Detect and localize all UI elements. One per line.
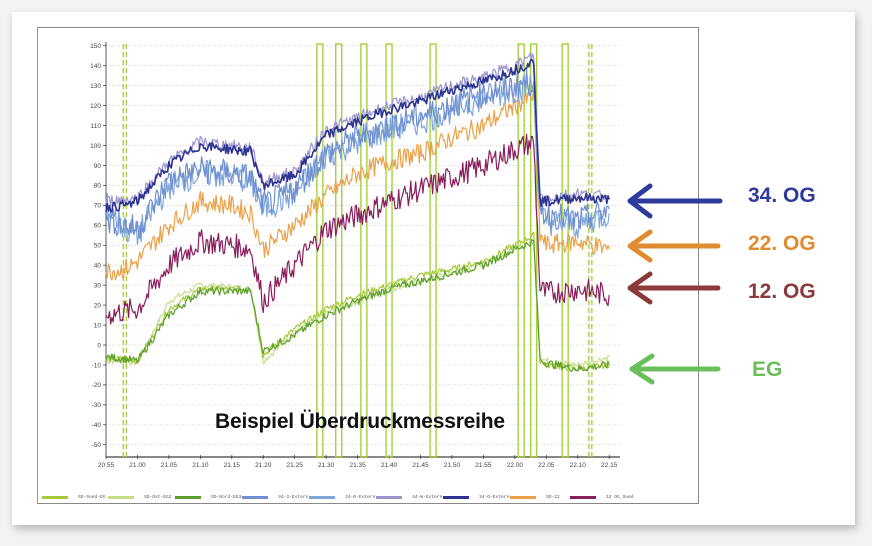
x-tick-label: 21.45: [412, 462, 429, 469]
legend-swatch: [175, 495, 201, 499]
series-line: [105, 239, 610, 372]
series-line: [105, 58, 610, 213]
floor-label-eg: EG: [752, 358, 783, 381]
legend-swatch: [510, 495, 536, 499]
x-tick-label: 22.05: [538, 462, 555, 469]
legend-label: SD-Nord-EG3: [211, 494, 242, 500]
x-tick-label: 21.50: [444, 462, 461, 469]
y-tick-label: 70: [94, 203, 102, 210]
y-tick-label: 30: [94, 282, 102, 289]
floor-label-12-og: 12. OG: [748, 280, 816, 303]
x-tick-label: 22.00: [507, 462, 524, 469]
x-tick-label: 21.15: [224, 462, 241, 469]
x-tick-label: 20.55: [98, 462, 115, 469]
series-line: [105, 69, 610, 240]
legend-label: 34-W-Extern: [412, 494, 443, 500]
y-tick-label: 20: [94, 302, 102, 309]
y-tick-label: 90: [94, 163, 102, 170]
event-pulse: [335, 43, 343, 458]
event-pulse: [360, 43, 368, 458]
event-pulse: [561, 43, 569, 458]
legend-item: SD-22: [510, 490, 560, 504]
legend-swatch: [242, 495, 268, 499]
y-tick-label: 80: [94, 183, 102, 190]
legend-swatch: [42, 495, 68, 499]
y-tick-label: 100: [90, 143, 101, 150]
floor-label-22-og: 22. OG: [748, 232, 816, 255]
x-tick-label: 21.00: [129, 462, 146, 469]
y-tick-label: 150: [90, 43, 101, 50]
y-tick-label: -10: [92, 362, 102, 369]
x-tick-label: 21.25: [287, 462, 304, 469]
legend-swatch: [108, 495, 134, 499]
chart-title: Beispiel Überdruckmessreihe: [215, 410, 505, 433]
y-tick-label: 40: [94, 263, 102, 270]
legend-label: SD-Sued-EG: [78, 494, 106, 500]
x-tick-label: 21.35: [349, 462, 366, 469]
y-tick-label: -30: [92, 402, 102, 409]
legend-label: 34-N-Extern: [345, 494, 376, 500]
legend-item: SD-Sued-EG: [42, 490, 106, 504]
y-tick-label: 50: [94, 243, 102, 250]
y-tick-label: 130: [90, 83, 101, 90]
x-tick-label: 22.15: [601, 462, 618, 469]
y-tick-label: -20: [92, 382, 102, 389]
legend-item: 34-3-Extern: [242, 490, 308, 504]
y-tick-label: 120: [90, 103, 101, 110]
x-tick-label: 22.10: [570, 462, 587, 469]
event-pulse: [429, 43, 437, 458]
x-tick-label: 21.30: [318, 462, 335, 469]
series-line: [105, 133, 610, 325]
legend-label: 12 OG_Sued: [606, 494, 634, 500]
event-pulse: [530, 43, 538, 458]
legend-item: 34-W-Extern: [376, 490, 442, 504]
x-tick-label: 21.10: [192, 462, 209, 469]
legend-swatch: [443, 495, 469, 499]
chart-legend: SD-Sued-EG SD-Ost-EG2 SD-Nord-EG3 34-3-E…: [42, 490, 692, 504]
legend-label: 34-O-Extern: [479, 494, 510, 500]
y-tick-label: -50: [92, 442, 102, 449]
floor-label-34-og: 34. OG: [748, 184, 816, 207]
legend-swatch: [570, 495, 596, 499]
legend-label: SD-22: [546, 494, 560, 500]
y-tick-label: 60: [94, 223, 102, 230]
y-tick-label: -40: [92, 422, 102, 429]
legend-item: SD-Nord-EG3: [175, 490, 241, 504]
legend-item: 34-N-Extern: [309, 490, 375, 504]
legend-label: 34-3-Extern: [278, 494, 309, 500]
x-tick-label: 21.55: [475, 462, 492, 469]
legend-item: SD-Ost-EG2: [108, 490, 172, 504]
y-tick-label: 140: [90, 63, 101, 70]
x-tick-label: 21.20: [255, 462, 272, 469]
event-pulse: [517, 43, 525, 458]
event-pulse: [385, 43, 393, 458]
x-tick-label: 21.40: [381, 462, 398, 469]
legend-item: 34-O-Extern: [443, 490, 509, 504]
series-line: [105, 74, 610, 245]
legend-swatch: [376, 495, 402, 499]
y-tick-label: 110: [91, 123, 102, 130]
legend-item: 12 OG_Sued: [570, 490, 634, 504]
y-tick-label: 0: [97, 342, 101, 349]
legend-swatch: [309, 495, 335, 499]
event-pulse: [316, 43, 324, 458]
x-tick-label: 21.05: [161, 462, 178, 469]
y-tick-label: 10: [94, 322, 102, 329]
legend-label: SD-Ost-EG2: [144, 494, 172, 500]
